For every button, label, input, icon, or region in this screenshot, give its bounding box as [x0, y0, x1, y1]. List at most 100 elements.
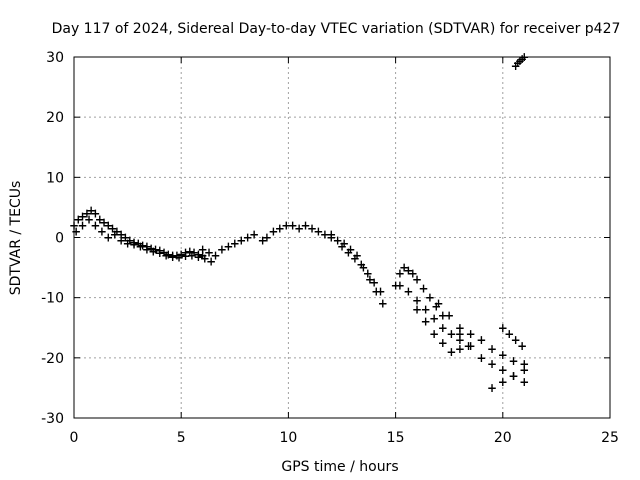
data-point: + — [487, 357, 497, 371]
data-point: + — [198, 249, 208, 263]
data-point: + — [519, 375, 529, 389]
data-point: + — [180, 249, 190, 263]
data-point: + — [116, 234, 126, 248]
data-point: + — [176, 247, 186, 261]
x-tick-label: 20 — [494, 430, 512, 446]
data-point: + — [320, 227, 330, 241]
data-point: + — [99, 215, 109, 229]
y-axis-label: SDTVAR / TECUs — [8, 181, 24, 296]
series-track-17-20h: +++ + ++ + + + — [433, 297, 529, 371]
data-point: + — [433, 297, 443, 311]
data-point: + — [150, 243, 160, 257]
data-point: + — [508, 369, 518, 383]
x-tick-label: 10 — [279, 430, 297, 446]
data-point: + — [363, 267, 373, 281]
data-point: + — [343, 246, 353, 260]
data-series: ++++++++++++++++++++++++++++++++++++++++… — [69, 50, 529, 395]
series-track-16-18h: +++++++ — [412, 303, 474, 359]
y-tick-label: 0 — [55, 231, 64, 247]
data-point: + — [455, 342, 465, 356]
data-point: + — [519, 363, 529, 377]
data-point: + — [446, 345, 456, 359]
data-point: + — [142, 240, 152, 254]
data-point: + — [438, 309, 448, 323]
series-track-15-18h-b: ++++++++ — [395, 279, 465, 347]
data-point: + — [82, 206, 92, 220]
data-point: + — [463, 339, 473, 353]
data-point: + — [129, 238, 139, 252]
data-point: + — [168, 249, 178, 263]
data-point: + — [517, 52, 527, 66]
data-point: + — [148, 244, 158, 258]
series-track-20-21h: ++++ — [498, 321, 527, 353]
data-point: + — [120, 231, 130, 245]
series-track-18-21h: +++ + + + + — [455, 327, 529, 389]
x-axis-label: GPS time / hours — [281, 459, 398, 475]
data-point: + — [333, 234, 343, 248]
data-point: + — [125, 234, 135, 248]
data-point: + — [438, 336, 448, 350]
data-point: + — [189, 246, 199, 260]
data-point: + — [159, 246, 169, 260]
data-point: + — [163, 247, 173, 261]
data-point: + — [515, 54, 525, 68]
data-point: + — [86, 203, 96, 217]
data-point: + — [112, 224, 122, 238]
data-point: + — [103, 218, 113, 232]
data-point: + — [110, 227, 120, 241]
data-point: + — [421, 315, 431, 329]
series-track-0-6h-b: ++++++++++++++++++++++ — [71, 212, 216, 268]
data-point: + — [116, 227, 126, 241]
data-point: + — [508, 369, 518, 383]
data-point: + — [268, 224, 278, 238]
data-point: + — [90, 206, 100, 220]
data-point: + — [365, 273, 375, 287]
data-point: + — [408, 267, 418, 281]
data-point: + — [180, 246, 190, 260]
data-point: + — [466, 327, 476, 341]
data-point: + — [193, 250, 203, 264]
data-point: + — [155, 244, 165, 258]
data-point: + — [217, 243, 227, 257]
data-point: + — [511, 333, 521, 347]
data-point: + — [508, 354, 518, 368]
y-tick-label: -20 — [41, 351, 64, 367]
data-point: + — [412, 294, 422, 308]
y-tick-label: -10 — [41, 291, 64, 307]
data-point: + — [356, 258, 366, 272]
data-point: + — [198, 243, 208, 257]
data-point: + — [369, 276, 379, 290]
data-point: + — [498, 375, 508, 389]
data-point: + — [476, 333, 486, 347]
series-track-0-6h: +++++++++++++++++++++++++++++++ — [69, 203, 208, 262]
grid — [74, 57, 610, 418]
data-point: + — [466, 339, 476, 353]
data-point: + — [446, 327, 456, 341]
data-point: + — [78, 209, 88, 223]
data-point: + — [455, 321, 465, 335]
data-point: + — [326, 231, 336, 245]
data-point: + — [200, 252, 210, 266]
data-point: + — [204, 246, 214, 260]
data-point: + — [476, 351, 486, 365]
data-point: + — [249, 227, 259, 241]
data-point: + — [168, 250, 178, 264]
y-tick-label: 20 — [46, 110, 64, 126]
x-tick-label: 5 — [177, 430, 186, 446]
data-point: + — [187, 249, 197, 263]
data-point: + — [498, 363, 508, 377]
data-point: + — [185, 244, 195, 258]
data-point: + — [403, 285, 413, 299]
axis-ticks: 0 5 10 15 20 25 30 20 10 0 -10 -20 -30 — [41, 50, 619, 446]
series-track-9-12h: ++++++++++++ — [258, 218, 337, 247]
y-tick-label: 10 — [46, 170, 64, 186]
data-point: + — [230, 237, 240, 251]
data-point: + — [326, 227, 336, 241]
data-point: + — [223, 240, 233, 254]
data-point: + — [352, 249, 362, 263]
x-tick-label: 0 — [70, 430, 79, 446]
data-point: + — [399, 261, 409, 275]
data-point: + — [84, 212, 94, 226]
data-point: + — [313, 224, 323, 238]
data-point: + — [73, 212, 83, 226]
